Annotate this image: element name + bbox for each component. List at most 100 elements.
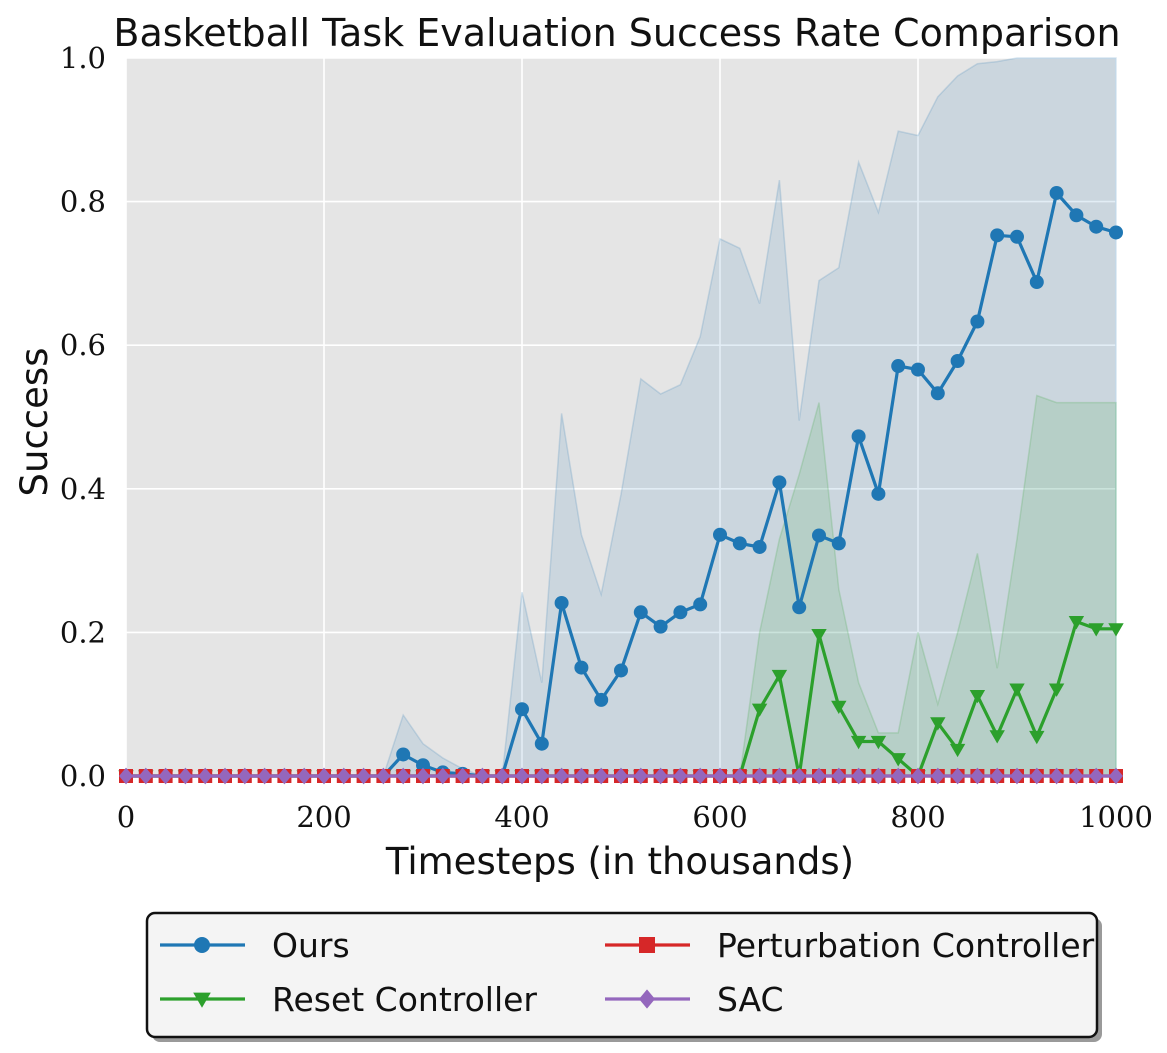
data-point-reset-controller bbox=[1048, 683, 1065, 697]
data-point-reset-controller bbox=[890, 753, 906, 767]
x-tick-label: 200 bbox=[296, 800, 351, 834]
series-lines bbox=[118, 185, 1124, 785]
y-tick-label: 0.0 bbox=[60, 759, 106, 793]
data-point-sac bbox=[673, 767, 688, 785]
data-point-ours bbox=[950, 353, 965, 368]
data-point-reset-controller bbox=[969, 689, 986, 704]
y-tick-label: 0.2 bbox=[60, 615, 106, 649]
data-point-sac bbox=[297, 767, 312, 785]
data-point-sac bbox=[970, 767, 985, 785]
data-point-reset-controller bbox=[1108, 623, 1124, 637]
data-point-sac bbox=[1109, 767, 1123, 785]
data-point-sac bbox=[158, 767, 173, 785]
data-point-sac bbox=[930, 767, 945, 785]
data-point-reset-controller bbox=[811, 628, 827, 643]
data-point-ours bbox=[1029, 275, 1044, 290]
data-point-ours bbox=[792, 600, 807, 615]
data-point-sac bbox=[138, 767, 153, 785]
data-point-ours bbox=[871, 486, 886, 501]
data-point-ours bbox=[1089, 219, 1104, 234]
data-point-ours bbox=[515, 702, 529, 717]
legend-marker-perturbation-controller bbox=[639, 937, 655, 953]
legend-label-reset-controller: Reset Controller bbox=[272, 980, 537, 1019]
y-tick-label: 0.8 bbox=[60, 185, 106, 219]
data-point-sac bbox=[277, 767, 292, 785]
data-point-ours bbox=[990, 228, 1005, 243]
data-point-sac bbox=[455, 767, 470, 785]
data-point-sac bbox=[1069, 767, 1084, 785]
data-point-ours bbox=[831, 536, 846, 551]
data-point-ours bbox=[851, 429, 866, 444]
data-point-sac bbox=[693, 767, 708, 785]
data-point-sac bbox=[831, 767, 846, 785]
x-tick-label: 1000 bbox=[1079, 800, 1153, 834]
data-point-sac bbox=[614, 767, 628, 785]
data-point-reset-controller bbox=[831, 700, 847, 715]
grid bbox=[125, 57, 1117, 777]
data-point-reset-controller bbox=[930, 717, 946, 731]
plot-area bbox=[126, 58, 1116, 776]
data-point-reset-controller bbox=[1088, 623, 1104, 637]
data-point-ours bbox=[1010, 229, 1024, 244]
data-point-ours bbox=[614, 663, 628, 678]
data-point-ours bbox=[713, 527, 727, 542]
data-point-sac bbox=[376, 767, 391, 785]
data-point-sac bbox=[574, 767, 589, 785]
data-point-ours bbox=[891, 359, 906, 374]
data-point-ours bbox=[554, 595, 569, 610]
data-point-sac bbox=[1010, 767, 1024, 785]
data-point-sac bbox=[237, 767, 252, 785]
data-point-ours bbox=[732, 536, 747, 551]
legend: Ours Reset Controller Perturbation Control… bbox=[145, 911, 1102, 1042]
data-point-ours bbox=[752, 539, 767, 554]
data-point-sac bbox=[950, 767, 965, 785]
data-point-sac bbox=[475, 767, 490, 785]
data-point-reset-controller bbox=[850, 735, 867, 750]
data-point-ours bbox=[534, 736, 549, 751]
data-point-ours bbox=[574, 660, 589, 675]
data-point-sac bbox=[871, 767, 886, 785]
data-point-sac bbox=[732, 767, 747, 785]
data-point-ours bbox=[930, 386, 945, 401]
data-point-sac bbox=[495, 767, 510, 785]
x-axis-label: Timesteps (in thousands) bbox=[385, 840, 854, 883]
data-point-ours bbox=[1049, 185, 1064, 200]
data-point-sac bbox=[653, 767, 668, 785]
data-point-sac bbox=[1029, 767, 1044, 785]
data-point-sac bbox=[891, 767, 906, 785]
data-point-reset-controller bbox=[751, 703, 768, 717]
data-point-ours bbox=[970, 314, 985, 329]
data-point-reset-controller bbox=[1029, 730, 1045, 745]
data-point-sac bbox=[792, 767, 807, 785]
data-point-sac bbox=[317, 767, 331, 785]
data-point-sac bbox=[534, 767, 549, 785]
tick-labels: 0 200 400 600 800 1000 0.0 0.2 0.4 0.6 0.8 1.0 bbox=[60, 41, 1153, 834]
data-point-ours bbox=[911, 362, 925, 377]
data-point-ours bbox=[416, 758, 430, 773]
data-point-sac bbox=[911, 767, 925, 785]
data-point-reset-controller bbox=[771, 669, 788, 684]
data-point-sac bbox=[119, 767, 133, 785]
data-point-ours bbox=[1069, 208, 1084, 223]
data-point-sac bbox=[435, 767, 450, 785]
legend-label-ours: Ours bbox=[272, 926, 350, 965]
data-point-reset-controller bbox=[989, 730, 1005, 744]
data-point-reset-controller bbox=[870, 735, 887, 750]
x-tick-label: 600 bbox=[692, 800, 747, 834]
data-point-sac bbox=[178, 767, 193, 785]
x-tick-label: 800 bbox=[890, 800, 945, 834]
data-point-sac bbox=[396, 767, 411, 785]
legend-marker-reset-controller bbox=[193, 992, 211, 1008]
x-tick-label: 400 bbox=[494, 800, 549, 834]
data-point-sac bbox=[990, 767, 1005, 785]
data-point-sac bbox=[416, 767, 430, 785]
data-point-sac bbox=[1089, 767, 1104, 785]
data-point-sac bbox=[851, 767, 866, 785]
data-point-sac bbox=[713, 767, 727, 785]
data-point-ours bbox=[653, 619, 668, 634]
data-point-sac bbox=[218, 767, 232, 785]
y-tick-label: 0.6 bbox=[60, 328, 106, 362]
y-axis-label: Success bbox=[13, 348, 56, 497]
data-point-sac bbox=[356, 767, 371, 785]
legend-marker-sac bbox=[639, 989, 655, 1009]
